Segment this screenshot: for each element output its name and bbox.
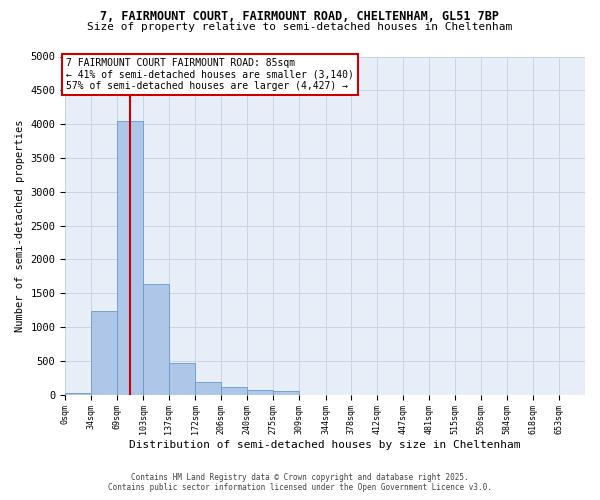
Bar	[118, 122, 143, 394]
Bar	[91, 311, 118, 394]
Text: Size of property relative to semi-detached houses in Cheltenham: Size of property relative to semi-detach…	[88, 22, 512, 32]
X-axis label: Distribution of semi-detached houses by size in Cheltenham: Distribution of semi-detached houses by …	[130, 440, 521, 450]
Text: Contains HM Land Registry data © Crown copyright and database right 2025.
Contai: Contains HM Land Registry data © Crown c…	[108, 473, 492, 492]
Text: 7, FAIRMOUNT COURT, FAIRMOUNT ROAD, CHELTENHAM, GL51 7BP: 7, FAIRMOUNT COURT, FAIRMOUNT ROAD, CHEL…	[101, 10, 499, 23]
Bar	[169, 363, 196, 394]
Bar	[196, 382, 221, 394]
Bar	[274, 392, 299, 394]
Text: 7 FAIRMOUNT COURT FAIRMOUNT ROAD: 85sqm
← 41% of semi-detached houses are smalle: 7 FAIRMOUNT COURT FAIRMOUNT ROAD: 85sqm …	[66, 58, 354, 91]
Bar	[143, 284, 169, 395]
Bar	[65, 392, 91, 394]
Bar	[221, 388, 247, 394]
Bar	[247, 390, 274, 394]
Y-axis label: Number of semi-detached properties: Number of semi-detached properties	[15, 120, 25, 332]
